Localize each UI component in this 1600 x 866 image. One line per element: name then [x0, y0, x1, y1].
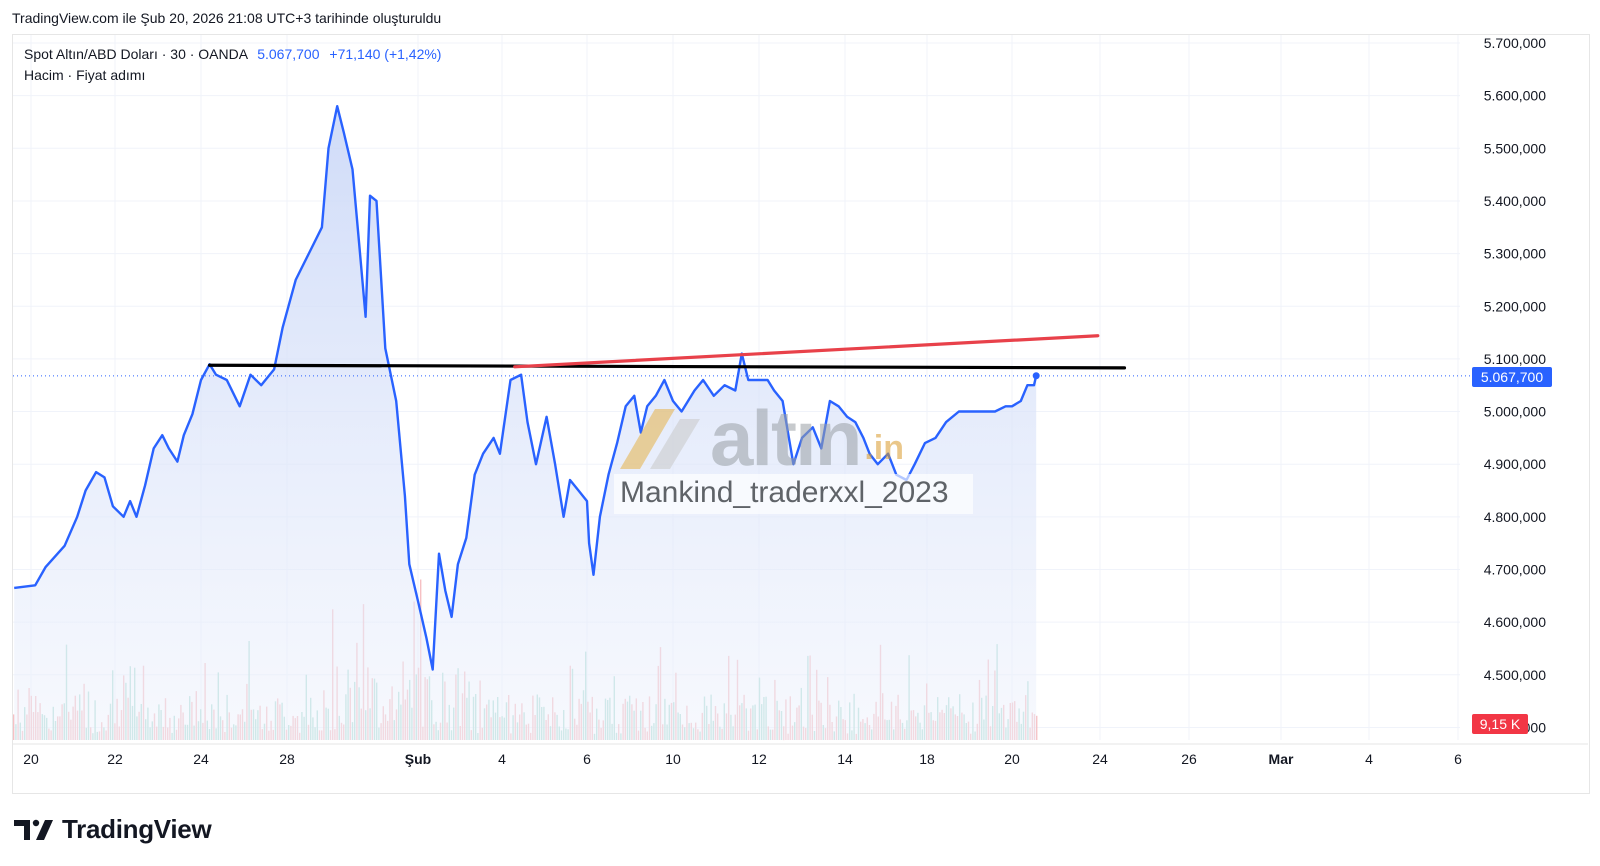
price-axis-label: 4.800,000: [1484, 509, 1546, 525]
chart-frame[interactable]: [12, 34, 1590, 794]
time-axis-label: 4: [498, 751, 506, 767]
time-axis-label: 24: [1092, 751, 1108, 767]
support-line: [208, 363, 1127, 370]
time-axis-label: 10: [665, 751, 681, 767]
time-axis-label: 22: [107, 751, 123, 767]
price-axis-label: 5.700,000: [1484, 35, 1546, 51]
last-price: 5.067,700: [257, 46, 320, 62]
price-axis: 5.700,000 5.600,000 5.500,000 5.400,000 5.30…: [1484, 35, 1547, 735]
time-axis-label: 26: [1181, 751, 1197, 767]
time-axis: 20 22 24 28 Şub 4 6 10 12 14 18 20 24 26 Mar 4 6: [23, 751, 1462, 767]
tradingview-logo-icon: [14, 819, 53, 840]
last-price-dot: [1032, 372, 1040, 380]
price-axis-label: 000: [1523, 719, 1547, 735]
brand-watermark-suffix: .in: [864, 429, 905, 467]
brand-watermark: altın .in: [610, 393, 904, 484]
time-axis-label: 20: [23, 751, 39, 767]
user-watermark: Mankind_traderxxl_2023: [614, 474, 973, 514]
time-axis-label: 14: [837, 751, 853, 767]
price-axis-label: 5.200,000: [1484, 298, 1546, 314]
time-axis-label: 4: [1365, 751, 1373, 767]
indicator-list[interactable]: Hacim · Fiyat adımı: [24, 67, 146, 83]
price-axis-label: 5.300,000: [1484, 246, 1546, 262]
price-area-fill: [14, 106, 1037, 740]
time-axis-label: 28: [279, 751, 295, 767]
chart-legend[interactable]: Spot Altın/ABD Doları · 30 · OANDA 5.067…: [24, 44, 441, 86]
price-axis-label: 5.000,000: [1484, 404, 1546, 420]
tradingview-logo-text: TradingView: [62, 814, 212, 844]
tradingview-logo[interactable]: TradingView: [14, 814, 212, 845]
brand-logo-icon: [620, 408, 700, 469]
price-axis-label: 5.600,000: [1484, 88, 1546, 104]
price-axis-label: 4.900,000: [1484, 456, 1546, 472]
time-axis-label: 6: [583, 751, 591, 767]
trend-lines: [13, 334, 1470, 377]
price-axis-label: 5.500,000: [1484, 140, 1546, 156]
brand-watermark-text: altın: [710, 394, 862, 482]
volume-bar: [13, 714, 15, 740]
volume-value-tag: 9,15 K: [1472, 714, 1528, 734]
time-axis-label: 20: [1004, 751, 1020, 767]
time-axis-label: 18: [919, 751, 935, 767]
time-axis-label: Şub: [405, 751, 431, 767]
time-axis-label: Mar: [1269, 751, 1294, 767]
price-change: +71,140 (+1,42%): [329, 46, 442, 62]
chart-created-caption: TradingView.com ile Şub 20, 2026 21:08 U…: [12, 10, 442, 26]
time-axis-label: 24: [193, 751, 209, 767]
volume-bar: [1036, 715, 1038, 740]
time-axis-label: 12: [751, 751, 767, 767]
price-axis-label: 5.400,000: [1484, 193, 1546, 209]
current-price-tag: 5.067,700: [1472, 367, 1552, 387]
price-area: [14, 105, 1040, 740]
symbol-label[interactable]: Spot Altın/ABD Doları · 30 · OANDA: [24, 46, 248, 62]
price-axis-label: 4.600,000: [1484, 614, 1546, 630]
price-line: [14, 105, 1038, 671]
price-axis-label: 4.700,000: [1484, 562, 1546, 578]
price-axis-label: 4.500,000: [1484, 667, 1546, 683]
time-axis-label: 6: [1454, 751, 1462, 767]
price-axis-label: 5.100,000: [1484, 351, 1546, 367]
resistance-line: [513, 334, 1100, 369]
